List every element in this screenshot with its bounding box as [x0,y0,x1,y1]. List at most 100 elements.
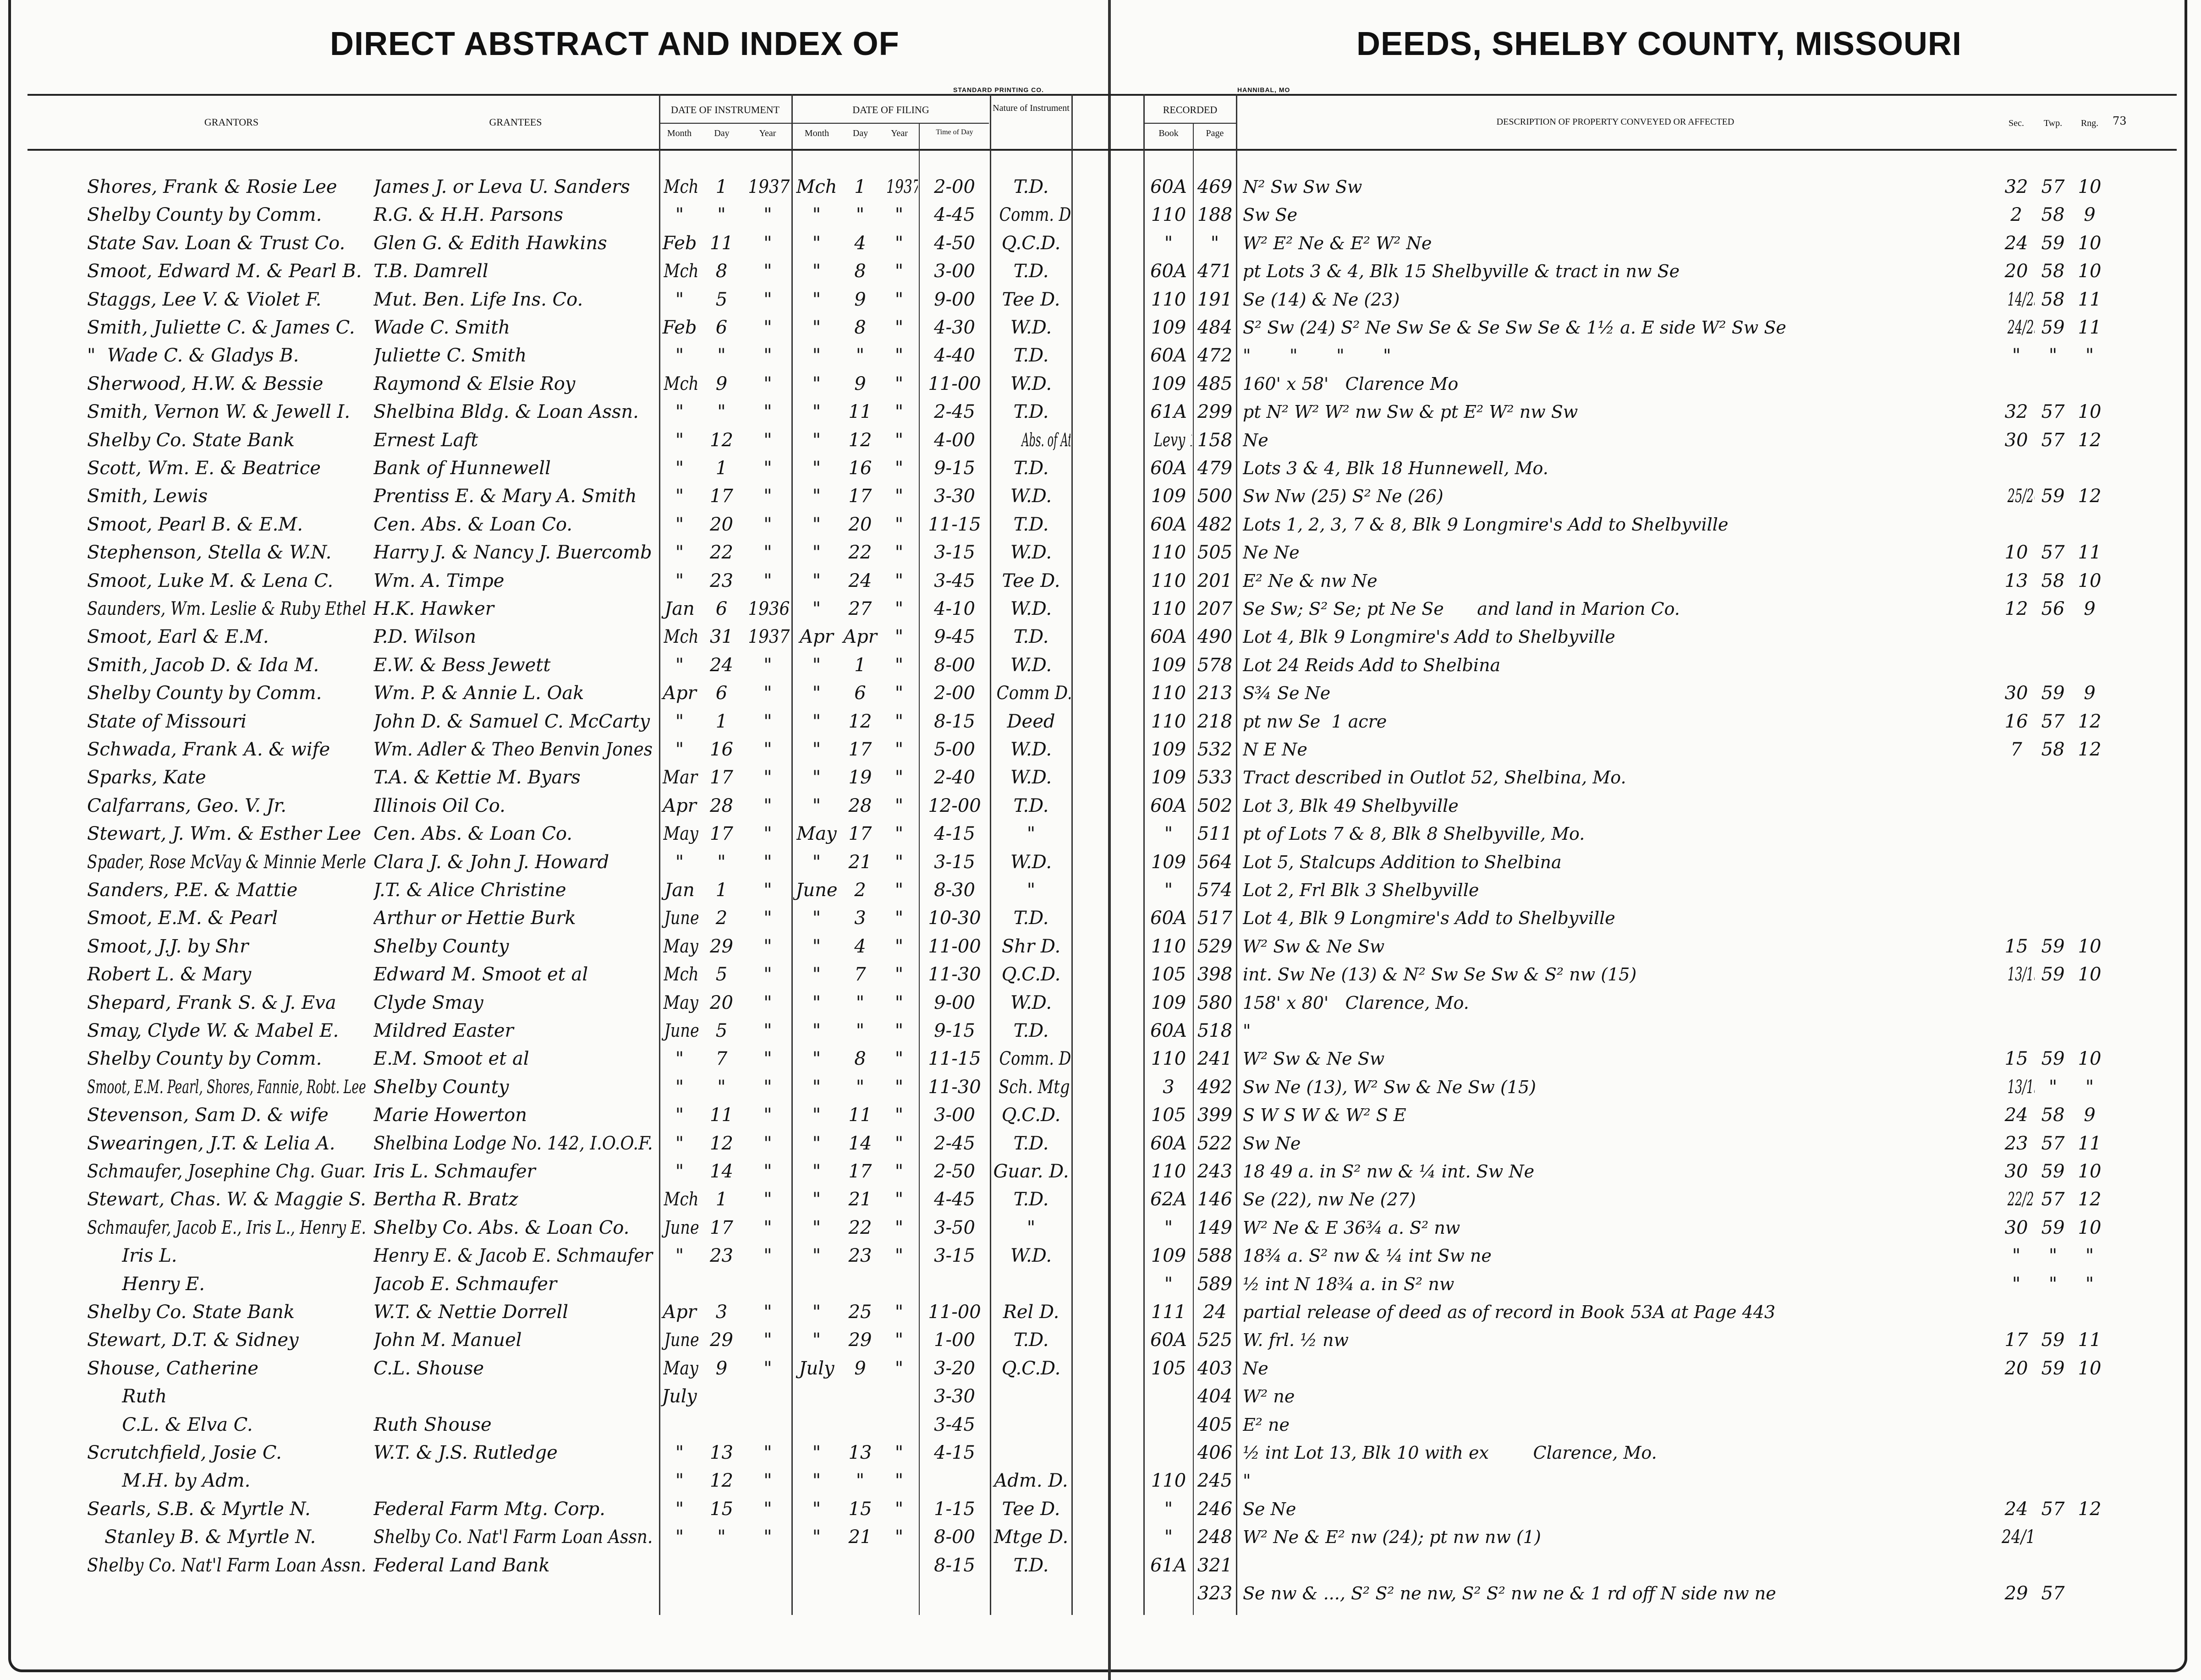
grantor-cell: Smith, Juliette C. & James C. [87,314,369,342]
page-cell: 564 [1195,848,1235,876]
filing-month-cell: " [793,736,840,764]
filing-month-text: " [812,739,821,760]
instrument-day-cell: 2 [699,904,744,932]
nature-of-instrument-text: Mtge D. [993,1527,1069,1548]
grantor-cell: Robert L. & Mary [87,961,369,989]
filing-day-cell: 21 [841,1523,879,1551]
filing-month-cell: " [793,848,840,876]
twp-text: 57 [2041,1498,2065,1520]
instrument-month-text: " [675,542,684,564]
grantee-cell: Shelby Co. Nat'l Farm Loan Assn. [373,1523,655,1551]
instrument-year-cell: " [746,820,790,848]
instrument-month-cell: " [661,1495,698,1523]
description-cell: E² ne [1243,1411,1994,1439]
instrument-year-cell: " [746,1355,790,1383]
book-text: " [1164,1273,1173,1295]
filing-year-text: " [895,345,904,367]
time-of-day-cell: 8-30 [921,876,988,904]
instrument-month-text: Mch [664,964,698,985]
instrument-month-cell: May [661,820,698,848]
twp-cell [2035,1383,2071,1411]
filing-day-text: 2 [854,880,866,901]
page-text: 505 [1197,542,1233,564]
description-text: Se (14) & Ne (23) [1243,289,1400,310]
table-row: Sparks, Kate T.A. & Kettie M. Byars Mar 17 "… [0,764,2201,792]
filing-month-cell: " [793,539,840,567]
sec-text: 13 [2004,570,2028,591]
time-of-day-cell: 11-00 [921,1298,988,1326]
filing-year-cell: " [880,848,918,876]
page-cell: 482 [1195,511,1235,539]
page-cell: 490 [1195,623,1235,651]
time-of-day-text: 3-15 [934,1245,975,1267]
instrument-month-text: Mch [664,626,698,648]
twp-text: 59 [2041,1357,2065,1379]
description-cell: S¾ Se Ne [1243,679,1994,707]
filing-day-cell: 4 [841,230,879,257]
twp-text: 56 [2041,598,2065,619]
sec-cell: 10 [1998,539,2035,567]
rng-cell [2071,1467,2108,1495]
description-cell: W² Sw & Ne Sw [1243,933,1994,961]
time-of-day-cell: 4-40 [921,342,988,370]
instrument-year-cell: " [746,848,790,876]
filing-year-text: " [895,1189,904,1210]
rng-text: " [2085,1245,2094,1267]
grantee-cell: Marie Howerton [373,1101,655,1129]
filing-year-text: " [895,654,904,676]
rng-cell: " [2071,1270,2108,1298]
instrument-day-text: 28 [710,795,733,816]
nature-of-instrument-cell: Deed [992,708,1070,736]
instrument-day-cell: 5 [699,961,744,989]
instrument-month-cell: Mch [661,623,698,651]
page-cell: 522 [1195,1130,1235,1158]
instrument-month-cell [661,1270,698,1298]
book-text: 110 [1151,598,1186,619]
table-row: State Sav. Loan & Trust Co. Glen G. & Edi… [0,230,2201,257]
filing-year-text: " [895,767,904,788]
filing-day-cell: 17 [841,820,879,848]
nature-of-instrument-text: Tee D. [1002,289,1060,310]
filing-year-text: " [895,598,904,619]
page-text: 245 [1197,1470,1233,1492]
filing-month-text: " [812,1302,821,1323]
instrument-year-text: " [763,345,772,367]
instrument-year-cell: " [746,679,790,707]
rng-text: 11 [2078,1133,2102,1154]
instrument-year-cell: " [746,989,790,1017]
book-cell: 60A [1145,454,1192,482]
table-row: Stephenson, Stella & W.N. Harry J. & Nanc… [0,539,2201,567]
instrument-year-cell: " [746,1495,790,1523]
instrument-month-cell: June [661,904,698,932]
grantee-text: W.T. & J.S. Rutledge [373,1442,558,1463]
sec-cell [1998,623,2035,651]
twp-cell [2035,1439,2071,1467]
time-of-day-text: 11-15 [928,1048,981,1070]
grantor-cell: Smoot, Earl & E.M. [87,623,369,651]
instrument-month-text: Feb [662,317,697,338]
instrument-day-cell: 15 [699,1495,744,1523]
page-cell: 578 [1195,651,1235,679]
grantee-cell: Iris L. Schmaufer [373,1158,655,1186]
filing-month-cell: " [793,904,840,932]
table-row: Searls, S.B. & Myrtle N. Federal Farm Mtg… [0,1495,2201,1523]
title-left: DIRECT ABSTRACT AND INDEX OF [330,26,900,62]
grantor-text: Sparks, Kate [87,767,206,788]
nature-of-instrument-text: T.D. [1013,176,1049,197]
instrument-day-cell: 8 [699,257,744,285]
filing-day-cell: 25 [841,1298,879,1326]
nature-of-instrument-cell: Tee D. [992,567,1070,595]
twp-cell: " [2035,1073,2071,1101]
twp-text: 57 [2041,711,2065,732]
rng-cell [2071,848,2108,876]
rng-cell: 10 [2071,1355,2108,1383]
time-of-day-cell: 4-45 [921,1186,988,1214]
filing-day-cell: 17 [841,736,879,764]
time-of-day-text: 11-30 [928,1076,981,1098]
page-text: 518 [1197,1020,1233,1041]
twp-cell: 57 [2035,173,2071,201]
page-text: 511 [1197,823,1233,845]
instrument-month-text: May [663,992,698,1013]
description-cell: pt Lots 3 & 4, Blk 15 Shelbyville & trac… [1243,257,1994,285]
instrument-month-cell: " [661,1073,698,1101]
